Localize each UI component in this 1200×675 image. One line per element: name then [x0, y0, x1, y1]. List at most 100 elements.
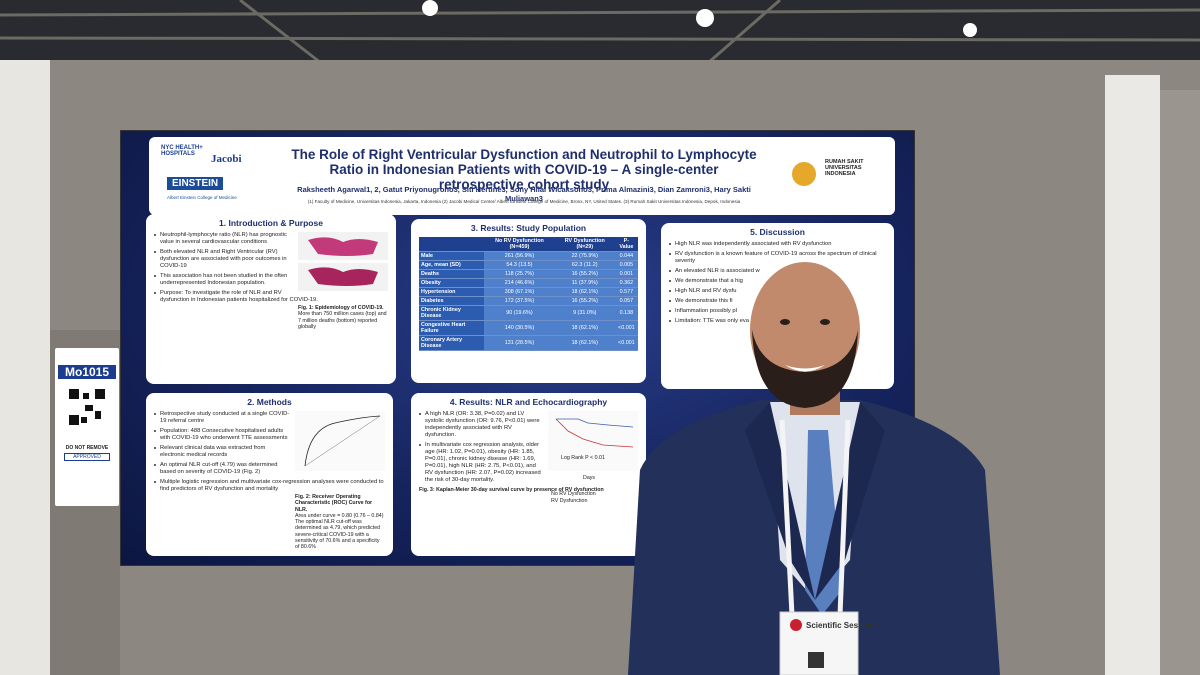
table-row: Obesity 214 (46.6%) 11 (37.9%) 0.362 [419, 278, 638, 288]
bullet: Inflammation possibly pl [669, 308, 886, 315]
bullet: An elevated NLR is associated w [669, 268, 886, 275]
figure-caption: Fig. 2: Receiver Operating Characteristi… [295, 494, 385, 551]
table-cell: 0.044 [614, 251, 638, 261]
bullet: We demonstrate that a hig [669, 278, 886, 285]
table-cell: Congestive Heart Failure [419, 320, 485, 336]
table-cell: <0.001 [614, 320, 638, 336]
logo: EINSTEIN [167, 177, 224, 190]
table-cell: Diabetes [419, 296, 485, 306]
km-legend: RV Dysfunction [551, 498, 588, 504]
bullet: RV dysfunction is a known feature of COV… [669, 251, 886, 265]
table-cell: 172 (37.5%) [484, 296, 555, 306]
bullet: High NLR and RV dysfu [669, 288, 886, 295]
table-cell: 62.3 (11.2) [554, 260, 615, 270]
bullet: Relevant clinical data was extracted fro… [154, 445, 385, 459]
table-row: Male 261 (56.9%) 22 (75.9%) 0.044 [419, 251, 638, 261]
table-cell: Hypertension [419, 287, 485, 297]
table-header-cell: RV Dysfunction (N=29) [554, 237, 615, 252]
table-cell: 118 (25.7%) [484, 269, 555, 279]
km-text: Log Rank P < 0.01 [561, 455, 605, 461]
board-badge: Mo1015 DO NOT REMOVE APPROVED [55, 348, 119, 506]
table-cell: 214 (46.6%) [484, 278, 555, 288]
logo-emblem [792, 162, 816, 186]
table-cell: 9 (31.0%) [554, 305, 615, 321]
table-cell: 18 (62.1%) [554, 320, 615, 336]
table-cell: 0.362 [614, 278, 638, 288]
bullet: Multiple logistic regression and multiva… [154, 479, 385, 493]
poster-header: NYC HEALTH+ HOSPITALS Jacobi EINSTEIN Al… [149, 137, 895, 215]
table-cell: 0.005 [614, 260, 638, 270]
table-cell: 0.138 [614, 305, 638, 321]
table-cell: 90 (19.6%) [484, 305, 555, 321]
affiliations: (1) Faculty of Medicine, Universitas Ind… [307, 199, 741, 204]
table-cell: Chronic Kidney Disease [419, 305, 485, 321]
bullet: Population: 488 Consecutive hospitalised… [154, 428, 385, 442]
bullet: Neutrophil-lymphocyte ratio (NLR) has pr… [154, 232, 388, 246]
caption-line: Fig. 3: Kaplan-Meier 30-day survival cur… [419, 487, 604, 493]
bullet: Purpose: To investigate the role of NLR … [154, 290, 388, 304]
section: 4. Results: NLR and Echocardiography No R… [411, 393, 646, 556]
table-cell: 0.057 [614, 296, 638, 306]
table-cell: <0.001 [614, 335, 638, 351]
roc-figure [295, 411, 385, 471]
bullet: An optimal NLR cut-off (4.79) was determ… [154, 462, 385, 476]
poster-title: The Role of Right Ventricular Dysfunctio… [291, 147, 757, 192]
logo: NYC HEALTH+ HOSPITALS [161, 145, 203, 157]
table-header: No RV Dysfunction (N=459) RV Dysfunction … [419, 237, 638, 252]
logo: RUMAH SAKIT UNIVERSITAS INDONESIA [825, 159, 864, 177]
table-row: Deaths 118 (25.7%) 16 (55.2%) 0.001 [419, 269, 638, 279]
table-cell: 308 (67.1%) [484, 287, 555, 297]
caption-line: Fig. 2: Receiver Operating Characteristi… [295, 494, 373, 513]
table-cell: 140 (30.5%) [484, 320, 555, 336]
bullet: We demonstrate this fi [669, 298, 886, 305]
table-cell: 0.001 [614, 269, 638, 279]
bullet: Retrospective study conducted at a singl… [154, 411, 385, 425]
badge-status: APPROVED [64, 453, 110, 461]
table-header-cell: No RV Dysfunction (N=459) [484, 237, 555, 252]
table-row: Hypertension 308 (67.1%) 18 (62.1%) 0.577 [419, 287, 638, 297]
badge-notice: DO NOT REMOVE [65, 445, 109, 451]
section: 3. Results: Study Population No RV Dysfun… [411, 219, 646, 383]
table-row: Coronary Artery Disease 131 (28.5%) 18 (62… [419, 335, 638, 351]
bullet: In multivariate cox regression analysis,… [419, 442, 638, 484]
results-table: No RV Dysfunction (N=459) RV Dysfunction … [419, 237, 638, 351]
table-cell: Age, mean (SD) [419, 260, 485, 270]
table-row: Diabetes 172 (37.5%) 16 (55.2%) 0.057 [419, 296, 638, 306]
table-cell: 18 (62.1%) [554, 287, 615, 297]
table-row: Age, mean (SD) 54.3 (13.5) 62.3 (11.2) 0.00… [419, 260, 638, 270]
table-cell: 261 (56.9%) [484, 251, 555, 261]
logo-caption: Albert Einstein College of Medicine [167, 195, 237, 200]
figure-caption: Fig. 3: Kaplan-Meier 30-day survival cur… [419, 487, 638, 493]
km-figure [548, 411, 638, 471]
table-cell: 16 (55.2%) [554, 296, 615, 306]
bullet: This association has not been studied in… [154, 273, 388, 287]
logo: Jacobi [211, 153, 242, 165]
table-cell: Male [419, 251, 485, 261]
caption-line: More than 750 million cases (top) and 7 … [298, 311, 387, 330]
table-cell: 0.577 [614, 287, 638, 297]
figure-caption: Fig. 1: Epidemiology of COVID-19. More th… [298, 305, 388, 330]
authors: Raksheeth Agarwal1, 2, Gatut Priyonugroh… [297, 185, 751, 203]
section-heading: 5. Discussion [750, 227, 805, 237]
table-row: Chronic Kidney Disease 90 (19.6%) 9 (31.0%… [419, 305, 638, 321]
table-cell: 22 (75.9%) [554, 251, 615, 261]
qr-code [67, 387, 107, 427]
section-heading: 4. Results: NLR and Echocardiography [449, 397, 608, 407]
table-header-cell [419, 237, 485, 252]
caption-line: Area under curve = 0.80 (0.76 – 0.84) Th… [295, 512, 384, 551]
section-heading: 3. Results: Study Population [470, 223, 587, 233]
table-cell: 16 (55.2%) [554, 269, 615, 279]
table-row: Congestive Heart Failure 140 (30.5%) 18 (6… [419, 320, 638, 336]
section-heading: 1. Introduction & Purpose [219, 218, 323, 228]
bullet: Limitation: TTE was only eva [669, 318, 886, 325]
board-code: Mo1015 [58, 365, 116, 379]
table-cell: 131 (28.5%) [484, 335, 555, 351]
section: 2. Methods Retrospective study conducted … [146, 393, 393, 556]
table-cell: Deaths [419, 269, 485, 279]
map-figure [298, 232, 388, 291]
km-text: Days [583, 475, 596, 481]
badge-event: Scientific Sessions [806, 621, 879, 630]
section: 1. Introduction & Purpose Neutrophil-lymp… [146, 214, 396, 384]
